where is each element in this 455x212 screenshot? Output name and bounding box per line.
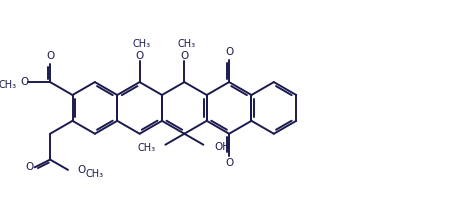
- Text: O: O: [20, 77, 28, 87]
- Text: O: O: [135, 51, 143, 61]
- Text: O: O: [224, 158, 233, 168]
- Text: CH₃: CH₃: [0, 80, 16, 90]
- Text: O: O: [25, 162, 34, 172]
- Text: O: O: [180, 51, 188, 61]
- Text: CH₃: CH₃: [177, 39, 195, 49]
- Text: O: O: [46, 51, 54, 61]
- Text: OH: OH: [214, 142, 230, 152]
- Text: CH₃: CH₃: [132, 39, 150, 49]
- Text: CH₃: CH₃: [137, 143, 156, 153]
- Text: O: O: [224, 47, 233, 57]
- Text: O: O: [77, 165, 86, 175]
- Text: CH₃: CH₃: [86, 169, 104, 179]
